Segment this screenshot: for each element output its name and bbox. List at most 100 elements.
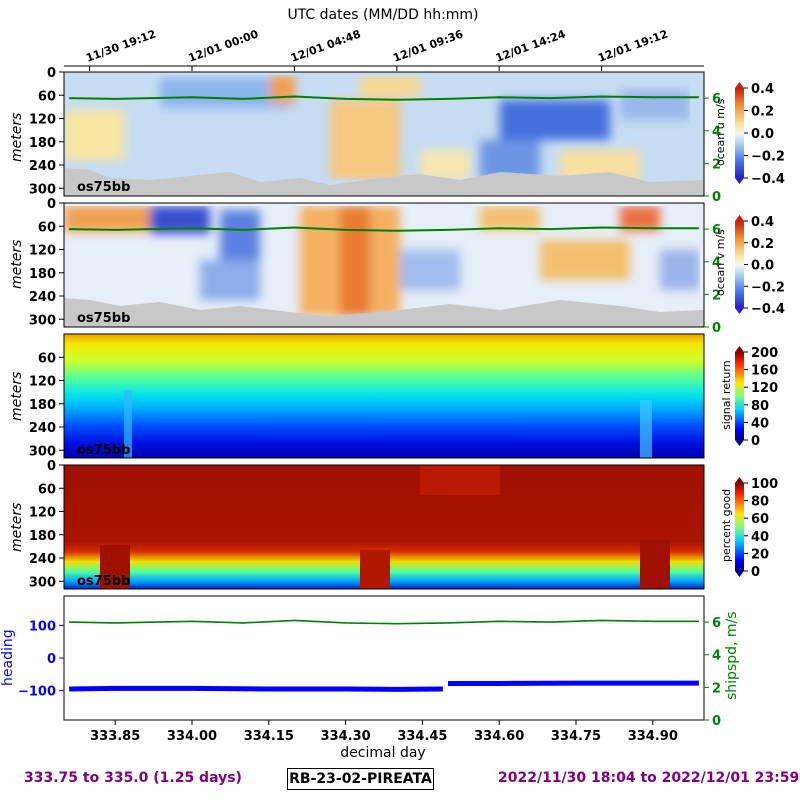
panel-signal-return: os75bb meters 60 120 180 240 300 200 160 120 80… <box>9 333 778 459</box>
signal-return-streak <box>124 390 132 458</box>
colorbar-tick-label: 100 <box>751 477 778 492</box>
shipspeed-tick-label: 2 <box>712 157 721 172</box>
ocean-u-y-ticks: 0 60 120 180 240 300 <box>29 66 64 197</box>
colorbar-tick-label: 0.0 <box>751 259 774 274</box>
depth-tick-label: 300 <box>29 575 56 590</box>
footer-utc-range: 2022/11/30 18:04 to 2022/12/01 23:59 <box>498 770 800 786</box>
shipspeed-series <box>69 619 699 625</box>
ocean-v-ylabel: meters <box>9 240 25 289</box>
depth-tick-label: 0 <box>47 459 56 474</box>
shipspeed-tick-label: 2 <box>712 681 721 696</box>
top-date-ticks: 11/30 19:12 12/01 00:00 12/01 04:48 12/01 0… <box>64 27 704 71</box>
depth-tick-label: 300 <box>29 182 56 197</box>
colorbar-tick-label: −0.4 <box>751 172 785 187</box>
footer-day-range: 333.75 to 335.0 (1.25 days) <box>24 770 242 786</box>
percent-good-colorbar-bottom-extend <box>735 571 744 577</box>
colorbar-tick-label: 0.2 <box>751 237 774 252</box>
depth-tick-label: 0 <box>47 197 56 212</box>
percent-good-y-ticks: 0 60 120 180 240 300 <box>29 459 64 590</box>
ocean-u-colorbar <box>735 88 744 178</box>
ocean-u-patch <box>360 76 420 96</box>
decimal-day-tick-label: 334.45 <box>397 729 447 744</box>
signal-return-colorbar-ticks: 200 160 120 80 40 0 <box>744 346 778 449</box>
ocean-v-colorbar-ticks: 0.4 0.2 0.0 −0.2 −0.4 <box>744 215 785 317</box>
shipspeed-axis-label: shipspd, m/s <box>724 611 740 700</box>
shipspeed-tick-label: 0 <box>712 714 721 729</box>
ocean-v-patch <box>400 250 460 290</box>
depth-tick-label: 240 <box>29 159 56 174</box>
shipspeed-tick-label: 6 <box>712 616 721 631</box>
ocean-u-colorbar-ticks: 0.4 0.2 0.0 −0.2 −0.4 <box>744 82 785 187</box>
ocean-u-nodata <box>64 168 704 196</box>
decimal-day-tick-label: 333.85 <box>90 729 140 744</box>
colorbar-tick-label: 60 <box>751 512 769 527</box>
top-date-tick-label: 12/01 00:00 <box>187 27 261 64</box>
depth-tick-label: 180 <box>29 136 56 151</box>
shipspeed-tick-label: 6 <box>712 92 721 107</box>
top-date-tick-label: 11/30 19:12 <box>84 27 157 64</box>
colorbar-tick-label: 40 <box>751 416 769 431</box>
top-date-tick-label: 12/01 14:24 <box>494 27 568 64</box>
ocean-u-field <box>64 75 690 180</box>
decimal-day-tick-label: 334.90 <box>628 729 678 744</box>
ocean-v-right-ticks: 6 4 2 0 <box>704 223 721 336</box>
shipspeed-right-ticks: 6 4 2 0 <box>704 616 721 729</box>
depth-tick-label: 240 <box>29 552 56 567</box>
ocean-u-colorbar-label: ocean u m/s <box>714 98 727 166</box>
depth-tick-label: 240 <box>29 290 56 305</box>
colorbar-tick-label: 160 <box>751 364 778 379</box>
percent-good-instrument-label: os75bb <box>77 574 130 589</box>
ocean-v-patch <box>620 206 660 231</box>
heading-segment <box>69 685 443 692</box>
colorbar-tick-label: −0.2 <box>751 280 785 295</box>
depth-tick-label: 180 <box>29 529 56 544</box>
ocean-v-colorbar-label: ocean v m/s <box>714 229 727 296</box>
colorbar-tick-label: 120 <box>751 381 778 396</box>
percent-good-frame <box>63 464 705 590</box>
depth-tick-label: 120 <box>29 244 56 259</box>
shipspeed-tick-label: 2 <box>712 288 721 303</box>
ocean-v-field <box>64 206 700 316</box>
signal-return-field <box>64 334 704 458</box>
ocean-u-instrument-label: os75bb <box>77 180 130 195</box>
shipspeed-tick-label: 0 <box>712 190 721 205</box>
ocean-v-colorbar <box>735 221 744 308</box>
percent-good-ylabel: meters <box>9 503 25 552</box>
ocean-u-patch <box>270 75 295 103</box>
depth-tick-label: 300 <box>29 313 56 328</box>
heading-series <box>69 680 699 692</box>
depth-tick-label: 120 <box>29 506 56 521</box>
ocean-u-patch <box>420 150 470 180</box>
signal-return-colorbar <box>735 352 744 440</box>
percent-good-dropout <box>360 550 390 589</box>
depth-tick-label: 60 <box>38 482 56 497</box>
depth-tick-label: 120 <box>29 113 56 128</box>
colorbar-tick-label: −0.2 <box>751 150 785 165</box>
ocean-v-colorbar-top-extend <box>735 215 744 221</box>
ocean-v-shipspeed-line <box>69 226 699 232</box>
colorbar-tick-label: 0.0 <box>751 127 774 142</box>
shipspeed-tick-label: 4 <box>712 649 721 664</box>
ocean-v-nodata <box>64 298 704 327</box>
signal-return-colorbar-label: signal return <box>720 360 733 430</box>
signal-return-colorbar-bottom-extend <box>735 440 744 446</box>
depth-tick-label: 240 <box>29 421 56 436</box>
depth-tick-label: 120 <box>29 375 56 390</box>
ocean-u-right-ticks: 6 4 2 0 <box>704 92 721 205</box>
ocean-v-patch <box>340 206 370 316</box>
signal-return-ylabel: meters <box>9 372 25 421</box>
percent-good-colorbar-label: percent good <box>720 489 733 562</box>
colorbar-tick-label: 20 <box>751 547 769 562</box>
percent-good-colorbar <box>735 483 744 571</box>
ocean-u-patch <box>160 78 290 108</box>
ocean-v-frame <box>63 202 705 328</box>
shipspeed-tick-label: 4 <box>712 256 721 271</box>
depth-tick-label: 60 <box>38 89 56 104</box>
heading-left-ticks: 100 0 −100 <box>18 619 64 700</box>
signal-return-colorbar-top-extend <box>735 346 744 352</box>
colorbar-tick-label: 0.4 <box>751 215 774 230</box>
depth-tick-label: 180 <box>29 398 56 413</box>
